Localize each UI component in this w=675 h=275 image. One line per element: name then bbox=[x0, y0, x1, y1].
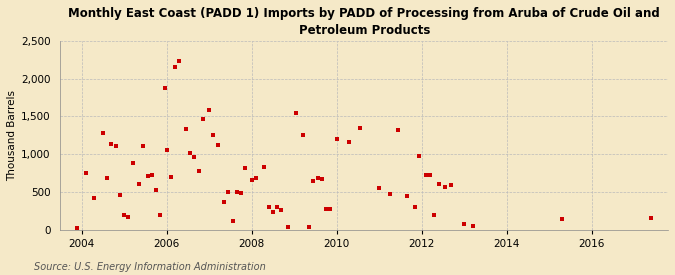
Point bbox=[102, 176, 113, 181]
Point bbox=[106, 142, 117, 147]
Point bbox=[425, 173, 435, 178]
Point bbox=[208, 133, 219, 138]
Point bbox=[291, 111, 302, 116]
Point bbox=[204, 108, 215, 112]
Point bbox=[267, 210, 278, 214]
Point bbox=[193, 169, 204, 173]
Point bbox=[165, 175, 176, 179]
Point bbox=[80, 171, 91, 175]
Point bbox=[421, 172, 431, 177]
Point bbox=[250, 176, 261, 181]
Point bbox=[227, 219, 238, 224]
Point bbox=[402, 194, 412, 198]
Point bbox=[344, 140, 355, 144]
Point bbox=[317, 177, 327, 181]
Point bbox=[161, 148, 172, 153]
Point bbox=[331, 137, 342, 141]
Point bbox=[429, 213, 440, 217]
Point bbox=[142, 174, 153, 178]
Point bbox=[110, 144, 121, 148]
Point bbox=[439, 185, 450, 189]
Point bbox=[374, 186, 385, 190]
Point bbox=[459, 222, 470, 227]
Point bbox=[556, 217, 567, 221]
Point bbox=[236, 191, 246, 195]
Point bbox=[180, 126, 191, 131]
Point bbox=[259, 165, 270, 169]
Point bbox=[308, 178, 319, 183]
Point bbox=[138, 144, 148, 148]
Point bbox=[297, 133, 308, 138]
Point bbox=[98, 131, 109, 135]
Point bbox=[414, 153, 425, 158]
Point bbox=[232, 190, 242, 194]
Point bbox=[155, 213, 165, 217]
Point bbox=[128, 161, 138, 166]
Point bbox=[446, 183, 457, 187]
Title: Monthly East Coast (PADD 1) Imports by PADD of Processing from Aruba of Crude Oi: Monthly East Coast (PADD 1) Imports by P… bbox=[68, 7, 660, 37]
Point bbox=[282, 225, 293, 229]
Point bbox=[246, 178, 257, 182]
Point bbox=[72, 225, 83, 230]
Point bbox=[410, 205, 421, 209]
Point bbox=[185, 151, 196, 156]
Point bbox=[89, 196, 100, 200]
Point bbox=[325, 207, 335, 211]
Point bbox=[189, 155, 200, 160]
Point bbox=[159, 86, 170, 90]
Point bbox=[119, 213, 130, 217]
Point bbox=[223, 190, 234, 194]
Point bbox=[384, 191, 395, 196]
Point bbox=[312, 176, 323, 181]
Point bbox=[174, 59, 185, 64]
Point bbox=[151, 188, 161, 192]
Point bbox=[115, 193, 126, 197]
Point bbox=[272, 205, 283, 209]
Point bbox=[170, 65, 181, 70]
Point bbox=[123, 215, 134, 219]
Point bbox=[134, 182, 144, 187]
Point bbox=[219, 200, 230, 204]
Point bbox=[354, 126, 365, 130]
Point bbox=[146, 173, 157, 178]
Point bbox=[212, 143, 223, 147]
Point bbox=[263, 205, 274, 209]
Point bbox=[197, 117, 208, 122]
Point bbox=[433, 182, 444, 187]
Y-axis label: Thousand Barrels: Thousand Barrels bbox=[7, 90, 17, 181]
Point bbox=[240, 166, 250, 170]
Point bbox=[467, 223, 478, 228]
Point bbox=[304, 225, 315, 229]
Point bbox=[646, 216, 657, 220]
Point bbox=[393, 128, 404, 132]
Point bbox=[321, 207, 331, 211]
Text: Source: U.S. Energy Information Administration: Source: U.S. Energy Information Administ… bbox=[34, 262, 265, 272]
Point bbox=[276, 208, 287, 212]
